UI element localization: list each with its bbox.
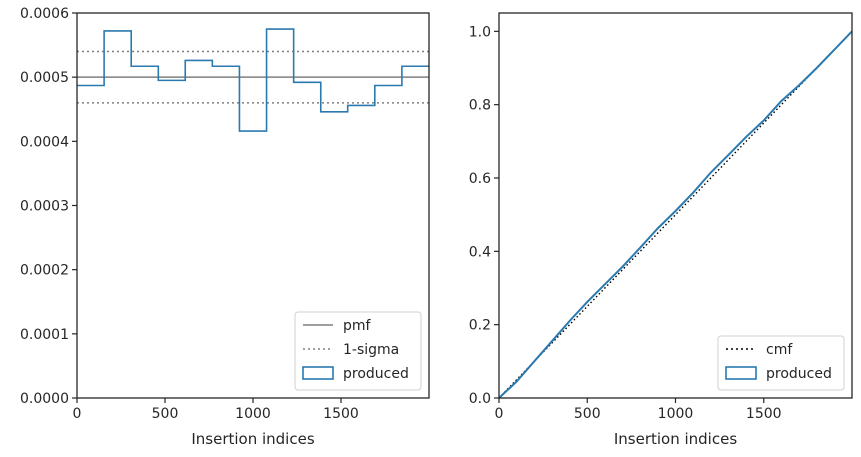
chart-panel-1: 0 500 1000 1500 0.0000 0.0001 0.0002 0.0003 0.00… [20, 6, 430, 448]
legend-label: pmf [343, 318, 372, 334]
axes-frame [498, 12, 853, 399]
y-tick-label: 0.0004 [20, 134, 69, 150]
x-tick-label: 1000 [235, 406, 271, 422]
y-tick-label: 0.2 [469, 318, 491, 334]
legend: cmf produced [717, 335, 845, 391]
legend-label: produced [343, 366, 409, 382]
y-tick-label: 1.0 [469, 24, 491, 40]
cmf-line [499, 30, 852, 398]
x-axis-label: Insertion indices [191, 430, 314, 448]
x-tick-label: 1500 [746, 406, 782, 422]
produced-histogram [77, 28, 429, 132]
y-tick-label: 0.0005 [20, 70, 69, 86]
x-tick-label: 0 [495, 406, 504, 422]
y-tick-label: 0.0003 [20, 199, 69, 215]
y-tick-label: 0.0002 [20, 263, 69, 279]
x-tick-label: 500 [574, 406, 601, 422]
axes-frame [76, 12, 430, 399]
legend-box [717, 335, 845, 391]
produced-cdf-line [499, 30, 852, 398]
y-tick-label: 0.8 [469, 98, 491, 114]
legend-label: 1-sigma [343, 342, 399, 358]
plot-area [499, 30, 852, 398]
legend-patch [725, 366, 757, 380]
chart-panel-2: 0 500 1000 1500 0.0 0.2 0.4 0.6 0.8 1.0 Insertion … [469, 12, 853, 448]
x-tick-label: 1500 [323, 406, 359, 422]
legend-label: cmf [766, 342, 793, 358]
y-tick-label: 0.6 [469, 171, 491, 187]
legend-label: produced [766, 366, 832, 382]
y-tick-label: 0.0000 [20, 391, 69, 407]
y-tick-label: 0.0006 [20, 6, 69, 22]
y-tick-label: 0.0 [469, 391, 491, 407]
legend-patch [302, 366, 334, 380]
legend: pmf 1-sigma produced [294, 311, 422, 391]
y-tick-label: 0.0001 [20, 327, 69, 343]
x-tick-label: 1000 [658, 406, 694, 422]
x-axis-label: Insertion indices [614, 430, 737, 448]
x-tick-label: 500 [152, 406, 179, 422]
y-tick-label: 0.4 [469, 244, 491, 260]
plot-area [77, 28, 429, 132]
x-tick-label: 0 [73, 406, 82, 422]
legend-box [294, 311, 422, 391]
